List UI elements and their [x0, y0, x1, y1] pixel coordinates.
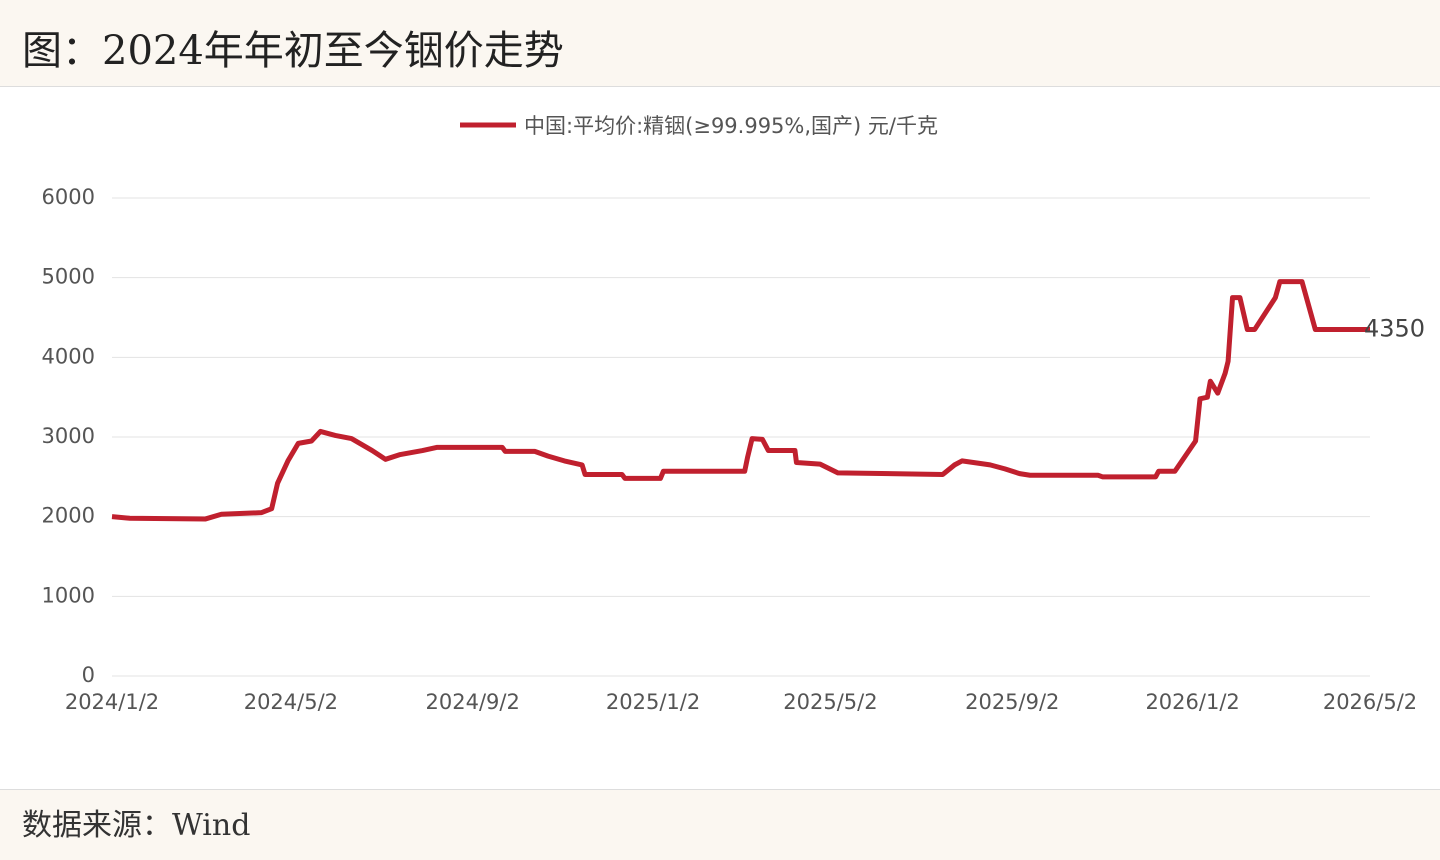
x-tick-label: 2026/1/2 — [1145, 690, 1239, 714]
y-tick-label: 3000 — [42, 424, 95, 448]
legend-label: 中国:平均价:精铟(≥99.995%,国产) 元/千克 — [524, 114, 938, 138]
chart-title: 图：2024年年初至今铟价走势 — [22, 28, 564, 74]
data-label: 4350 — [1364, 314, 1425, 342]
y-tick-label: 5000 — [42, 265, 95, 289]
series-line — [111, 279, 1370, 522]
y-tick-label: 0 — [82, 663, 95, 687]
x-tick-label: 2025/5/2 — [783, 690, 877, 714]
x-tick-label: 2025/9/2 — [965, 690, 1059, 714]
source-note: 数据来源：Wind — [22, 808, 251, 843]
x-tick-label: 2024/9/2 — [426, 690, 520, 714]
x-tick-label: 2024/1/2 — [65, 690, 159, 714]
y-tick-label: 2000 — [42, 504, 95, 528]
x-tick-label: 2025/1/2 — [606, 690, 700, 714]
y-tick-label: 6000 — [42, 185, 95, 209]
x-tick-label: 2024/5/2 — [244, 690, 338, 714]
x-tick-label: 2026/5/2 — [1323, 690, 1417, 714]
y-tick-label: 1000 — [42, 583, 95, 607]
chart: 0 1000 2000 3000 4000 5000 6000 2024/1/2 2024/5/… — [0, 86, 1440, 790]
y-tick-label: 4000 — [42, 344, 95, 368]
